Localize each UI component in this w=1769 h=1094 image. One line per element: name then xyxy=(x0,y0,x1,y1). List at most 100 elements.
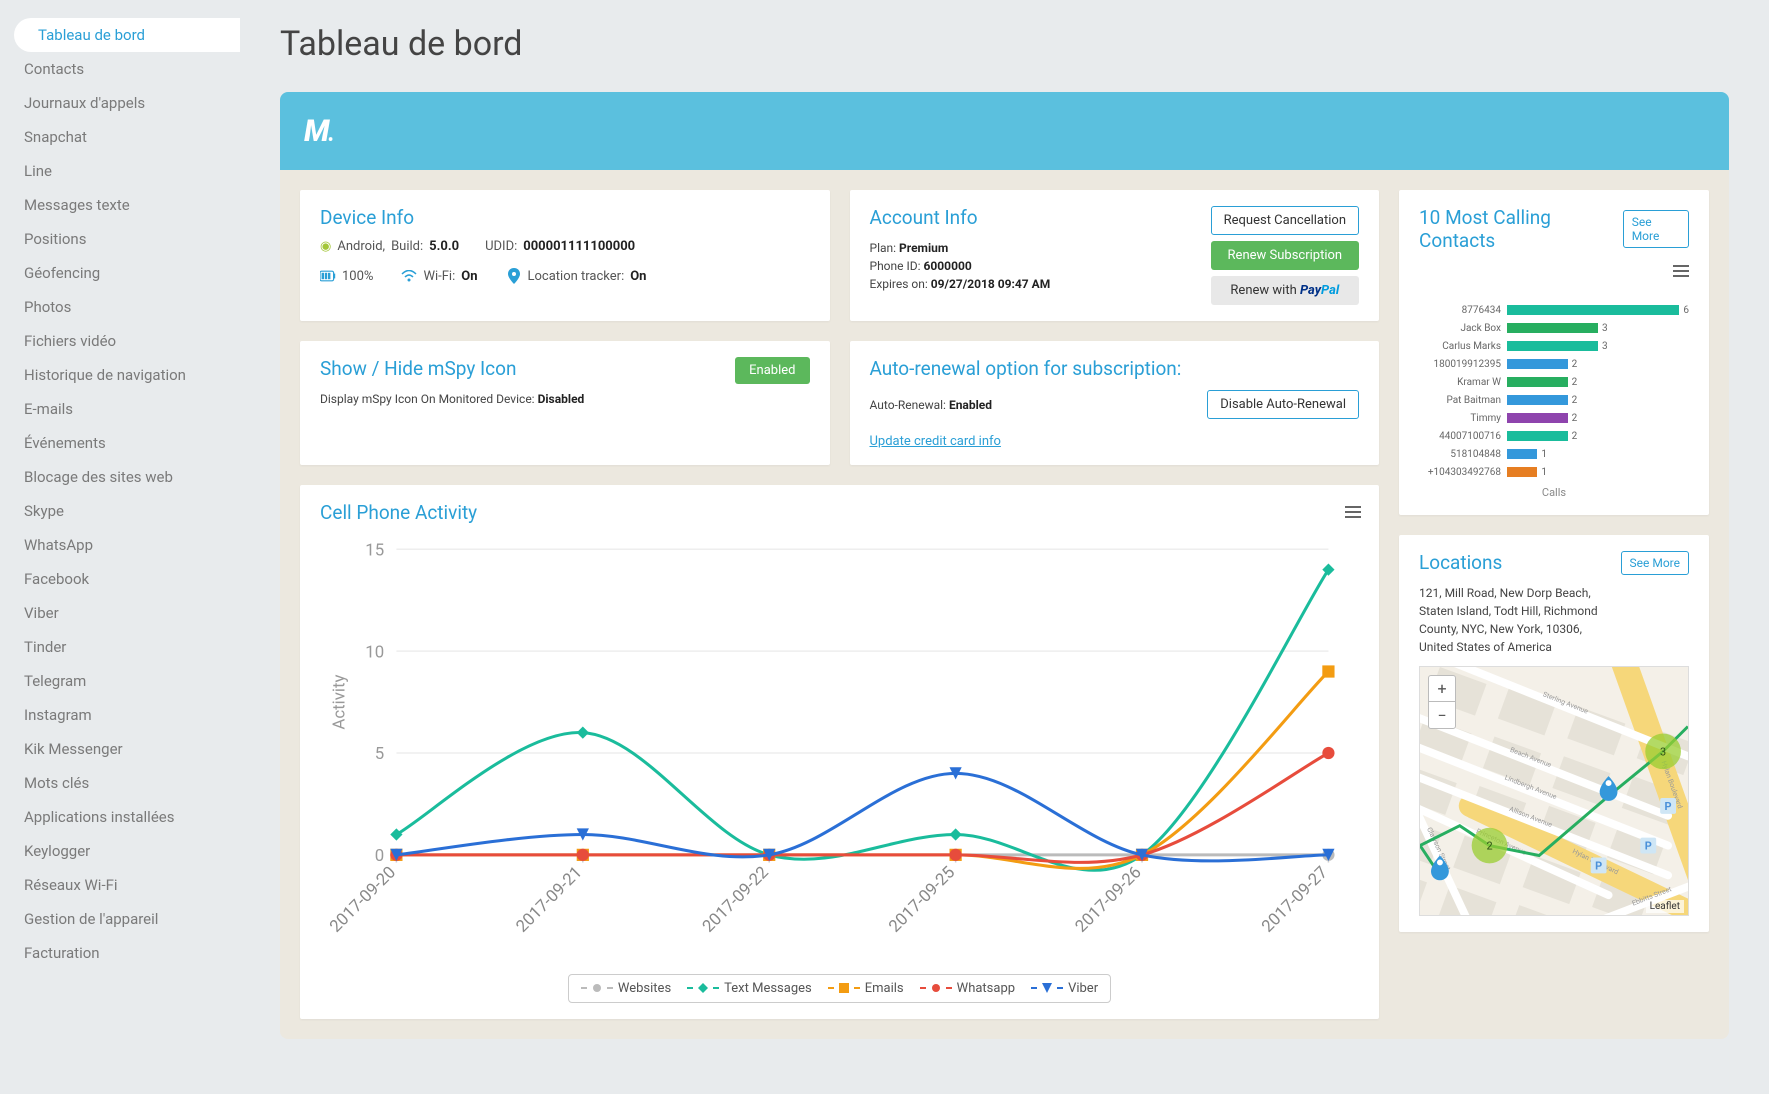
device-info-card: Device Info ◉ Android, Build: 5.0.0 UDID… xyxy=(300,190,830,321)
contacts-title: 10 Most Calling Contacts xyxy=(1419,206,1623,252)
sidebar-item[interactable]: Blocage des sites web xyxy=(0,460,240,494)
contacts-axis-label: Calls xyxy=(1419,486,1689,499)
location-icon xyxy=(506,268,522,284)
contact-bar-row: Timmy2 xyxy=(1419,410,1689,426)
legend-item[interactable]: Viber xyxy=(1031,981,1098,996)
svg-text:Activity: Activity xyxy=(329,675,349,730)
brand-banner: M• xyxy=(280,92,1729,170)
svg-text:P: P xyxy=(1665,800,1672,813)
renew-paypal-button[interactable]: Renew with PayPal xyxy=(1211,276,1359,305)
disable-auto-renewal-button[interactable]: Disable Auto-Renewal xyxy=(1207,390,1359,419)
sidebar: Tableau de bordContactsJournaux d'appels… xyxy=(0,0,240,1094)
account-info-card: Account Info Plan: Premium Phone ID: 600… xyxy=(850,190,1380,321)
svg-text:5: 5 xyxy=(375,744,384,764)
svg-text:10: 10 xyxy=(365,642,384,662)
android-icon: ◉ xyxy=(320,239,331,254)
contact-bar-row: Carlus Marks3 xyxy=(1419,338,1689,354)
legend-item[interactable]: Emails xyxy=(828,981,904,996)
contact-bar-row: Kramar W2 xyxy=(1419,374,1689,390)
sidebar-item[interactable]: Mots clés xyxy=(0,766,240,800)
svg-text:15: 15 xyxy=(365,540,384,560)
svg-text:P: P xyxy=(1595,859,1602,872)
main-content: Tableau de bord M• Device Info ◉ Android… xyxy=(240,0,1769,1094)
svg-text:2017-09-25: 2017-09-25 xyxy=(885,863,959,937)
sidebar-item[interactable]: Viber xyxy=(0,596,240,630)
activity-chart-title: Cell Phone Activity xyxy=(320,501,1359,524)
sidebar-item[interactable]: Line xyxy=(0,154,240,188)
contacts-menu-icon[interactable] xyxy=(1673,262,1689,280)
contact-bar-row: +1043034927681 xyxy=(1419,464,1689,480)
sidebar-item[interactable]: WhatsApp xyxy=(0,528,240,562)
contacts-see-more-button[interactable]: See More xyxy=(1623,210,1689,248)
sidebar-item[interactable]: Journaux d'appels xyxy=(0,86,240,120)
activity-chart: 0 5 10 15 2017-09-20 2017-09-21 2017-09-22 2017… xyxy=(320,534,1359,962)
sidebar-item[interactable]: Gestion de l'appareil xyxy=(0,902,240,936)
update-card-link[interactable]: Update credit card info xyxy=(870,434,1001,449)
svg-text:2: 2 xyxy=(1486,840,1492,853)
legend-item[interactable]: Text Messages xyxy=(687,981,812,996)
svg-text:2017-09-22: 2017-09-22 xyxy=(699,863,773,937)
renew-subscription-button[interactable]: Renew Subscription xyxy=(1211,241,1359,270)
sidebar-item[interactable]: Tableau de bord xyxy=(14,18,240,52)
enable-mspy-button[interactable]: Enabled xyxy=(735,357,809,384)
sidebar-item[interactable]: Skype xyxy=(0,494,240,528)
sidebar-item[interactable]: Kik Messenger xyxy=(0,732,240,766)
sidebar-item[interactable]: Facebook xyxy=(0,562,240,596)
auto-renewal-title: Auto-renewal option for subscription: xyxy=(870,357,1360,380)
contacts-card: 10 Most Calling Contacts See More 877643… xyxy=(1399,190,1709,515)
mspy-icon-card: Show / Hide mSpy Icon Display mSpy Icon … xyxy=(300,341,830,465)
location-address: 121, Mill Road, New Dorp Beach, Staten I… xyxy=(1419,584,1599,656)
sidebar-item[interactable]: Keylogger xyxy=(0,834,240,868)
locations-see-more-button[interactable]: See More xyxy=(1621,551,1689,575)
contact-bar-row: 5181048481 xyxy=(1419,446,1689,462)
legend-item[interactable]: Websites xyxy=(581,981,671,996)
svg-text:2017-09-21: 2017-09-21 xyxy=(512,863,586,937)
zoom-in-button[interactable]: + xyxy=(1429,676,1455,702)
sidebar-item[interactable]: Événements xyxy=(0,426,240,460)
mspy-icon-title: Show / Hide mSpy Icon xyxy=(320,357,584,380)
account-info-title: Account Info xyxy=(870,206,1195,229)
sidebar-item[interactable]: E-mails xyxy=(0,392,240,426)
sidebar-item[interactable]: Tinder xyxy=(0,630,240,664)
svg-text:2017-09-20: 2017-09-20 xyxy=(326,863,400,937)
contacts-bar-chart: 87764346 Jack Box3 Carlus Marks3 1800199123… xyxy=(1419,302,1689,480)
device-info-title: Device Info xyxy=(320,206,810,229)
sidebar-item[interactable]: Historique de navigation xyxy=(0,358,240,392)
contact-bar-row: 1800199123952 xyxy=(1419,356,1689,372)
map[interactable]: Hylan BoulevardHylan BoulevardBeach Aven… xyxy=(1419,666,1689,916)
svg-text:0: 0 xyxy=(375,846,384,866)
sidebar-item[interactable]: Géofencing xyxy=(0,256,240,290)
auto-renewal-card: Auto-renewal option for subscription: Au… xyxy=(850,341,1380,465)
contact-bar-row: Jack Box3 xyxy=(1419,320,1689,336)
activity-chart-card: Cell Phone Activity 0 5 10 15 2017-09-20 2017… xyxy=(300,485,1379,1019)
svg-text:3: 3 xyxy=(1660,745,1666,758)
zoom-out-button[interactable]: − xyxy=(1429,702,1455,728)
svg-text:2017-09-27: 2017-09-27 xyxy=(1258,863,1332,937)
sidebar-item[interactable]: Positions xyxy=(0,222,240,256)
legend-item[interactable]: Whatsapp xyxy=(920,981,1015,996)
chart-menu-icon[interactable] xyxy=(1345,503,1361,521)
locations-title: Locations xyxy=(1419,551,1599,574)
sidebar-item[interactable]: Photos xyxy=(0,290,240,324)
sidebar-item[interactable]: Telegram xyxy=(0,664,240,698)
sidebar-item[interactable]: Fichiers vidéo xyxy=(0,324,240,358)
map-zoom-controls: + − xyxy=(1428,675,1456,729)
locations-card: Locations 121, Mill Road, New Dorp Beach… xyxy=(1399,535,1709,932)
battery-icon xyxy=(320,268,336,284)
request-cancellation-button[interactable]: Request Cancellation xyxy=(1211,206,1359,235)
sidebar-item[interactable]: Facturation xyxy=(0,936,240,970)
contact-bar-row: 440071007162 xyxy=(1419,428,1689,444)
sidebar-item[interactable]: Réseaux Wi-Fi xyxy=(0,868,240,902)
leaflet-attribution: Leaflet xyxy=(1646,900,1684,913)
mspy-logo: M• xyxy=(304,114,331,149)
sidebar-item[interactable]: Messages texte xyxy=(0,188,240,222)
sidebar-item[interactable]: Snapchat xyxy=(0,120,240,154)
sidebar-item[interactable]: Applications installées xyxy=(0,800,240,834)
sidebar-item[interactable]: Instagram xyxy=(0,698,240,732)
page-title: Tableau de bord xyxy=(280,24,1729,64)
svg-text:2017-09-26: 2017-09-26 xyxy=(1071,863,1145,937)
wifi-icon xyxy=(401,268,417,284)
sidebar-item[interactable]: Contacts xyxy=(0,52,240,86)
contact-bar-row: 87764346 xyxy=(1419,302,1689,318)
svg-text:P: P xyxy=(1645,840,1652,853)
